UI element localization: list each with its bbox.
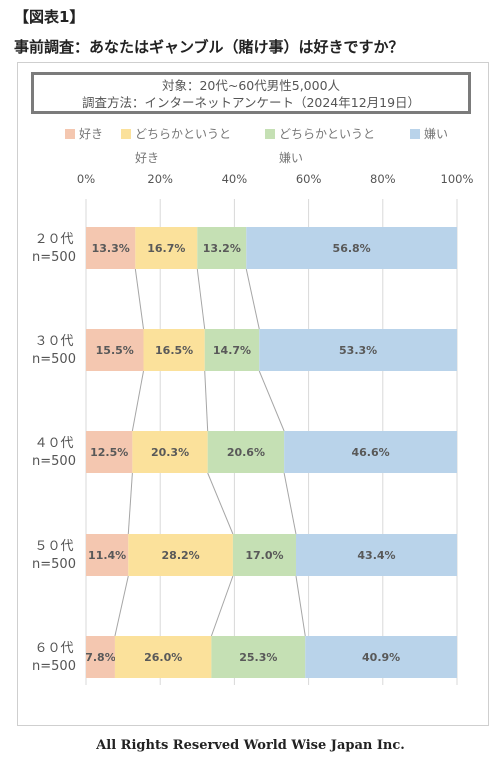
data-label: 25.3%: [239, 651, 277, 664]
series-connector-line: [114, 575, 129, 637]
series-connector-line: [134, 268, 145, 330]
legend-item-somewhat-like: どちらかというと 好き: [121, 121, 231, 171]
bar-segment: [143, 329, 205, 371]
bar-segment: [197, 227, 247, 269]
legend-label: どちらかというと: [279, 127, 376, 141]
legend-label: 嫌い: [424, 127, 449, 141]
x-tick-label: 100%: [441, 172, 474, 186]
x-tick-label: 0%: [77, 172, 95, 186]
category-label: n=500: [32, 659, 76, 674]
data-label: 20.6%: [227, 446, 265, 459]
category-label: ４０代: [34, 436, 73, 451]
legend-label: どちらかというと: [135, 127, 232, 141]
stacked-bar-chart: 0% 20% 40% 60% 80% 100% 13.3% 16.7% 13.2% 56.8% ２０…: [32, 172, 474, 685]
bar-segment: [86, 636, 115, 678]
bar-segment: [204, 329, 260, 371]
series-connector-line: [258, 370, 285, 432]
data-label: 16.7%: [147, 242, 185, 255]
bar-segment: [135, 227, 198, 269]
data-label: 46.6%: [351, 446, 389, 459]
data-label: 12.5%: [90, 446, 128, 459]
category-label: ３０代: [34, 334, 73, 349]
legend-swatch: [410, 129, 420, 139]
legend-item-like: 好き: [65, 121, 103, 147]
category-label: ６０代: [34, 641, 73, 656]
series-connector-line: [127, 472, 133, 535]
bar-segment: [86, 329, 144, 371]
data-label: 16.5%: [155, 344, 193, 357]
survey-target-text: 対象：20代~60代男性5,000人: [161, 78, 341, 93]
legend-label-line2: 嫌い: [279, 151, 304, 165]
category-label: n=500: [32, 250, 76, 265]
copyright-footer: All Rights Reserved World Wise Japan Inc…: [96, 738, 405, 753]
bar-segment: [86, 431, 133, 473]
data-label: 56.8%: [333, 242, 371, 255]
series-connector-line: [245, 268, 260, 330]
data-label: 11.4%: [88, 549, 126, 562]
survey-method-text: 調査方法：インターネットアンケート（2024年12月19日）: [81, 95, 421, 110]
bar-segment: [246, 227, 457, 269]
survey-note-box: 対象：20代~60代男性5,000人 調査方法：インターネットアンケート（202…: [31, 72, 471, 114]
category-label: n=500: [32, 454, 76, 469]
data-label: 40.9%: [362, 651, 400, 664]
bar-segment: [259, 329, 457, 371]
series-connector-line: [210, 575, 234, 637]
data-label: 13.3%: [92, 242, 130, 255]
bar-segment: [305, 636, 457, 678]
bar-segment: [132, 431, 208, 473]
bar-segment: [232, 534, 296, 576]
chart-panel: 対象：20代~60代男性5,000人 調査方法：インターネットアンケート（202…: [17, 62, 489, 726]
data-label: 17.0%: [245, 549, 283, 562]
figure-label: 【図表1】: [14, 8, 85, 26]
legend-item-somewhat-dislike: どちらかというと 嫌い: [265, 121, 375, 171]
bar-segment: [114, 636, 212, 678]
data-label: 53.3%: [339, 344, 377, 357]
legend-label-line2: 好き: [135, 151, 160, 165]
chart-question-title: 事前調査：あなたはギャンブル（賭け事）は好きですか？: [14, 38, 404, 56]
bar-segment: [86, 227, 136, 269]
legend-item-dislike: 嫌い: [410, 121, 448, 147]
data-label: 43.4%: [357, 549, 395, 562]
x-tick-label: 80%: [370, 172, 396, 186]
series-connector-line: [196, 268, 206, 330]
bar-segment: [211, 636, 306, 678]
series-connector-line: [283, 472, 297, 535]
category-label: ２０代: [34, 232, 73, 247]
legend-label: 好き: [79, 127, 104, 141]
data-label: 13.2%: [203, 242, 241, 255]
legend-swatch: [65, 129, 75, 139]
x-tick-label: 20%: [147, 172, 173, 186]
bar-segment: [207, 431, 285, 473]
bar-segment: [128, 534, 233, 576]
series-connector-line: [295, 575, 306, 637]
data-label: 28.2%: [162, 549, 200, 562]
data-label: 15.5%: [96, 344, 134, 357]
category-label: ５０代: [34, 539, 73, 554]
category-label: n=500: [32, 557, 76, 572]
bar-segment: [86, 534, 129, 576]
data-label: 14.7%: [213, 344, 251, 357]
series-connector-line: [204, 370, 209, 432]
data-label: 7.8%: [85, 651, 116, 664]
data-label: 26.0%: [144, 651, 182, 664]
category-label: n=500: [32, 352, 76, 367]
series-connector-line: [131, 370, 144, 432]
bar-segment: [295, 534, 457, 576]
legend-swatch: [121, 129, 131, 139]
x-tick-label: 60%: [296, 172, 322, 186]
series-connector-line: [207, 472, 234, 535]
legend-swatch: [265, 129, 275, 139]
bar-segment: [284, 431, 457, 473]
data-label: 20.3%: [151, 446, 189, 459]
x-tick-label: 40%: [222, 172, 248, 186]
